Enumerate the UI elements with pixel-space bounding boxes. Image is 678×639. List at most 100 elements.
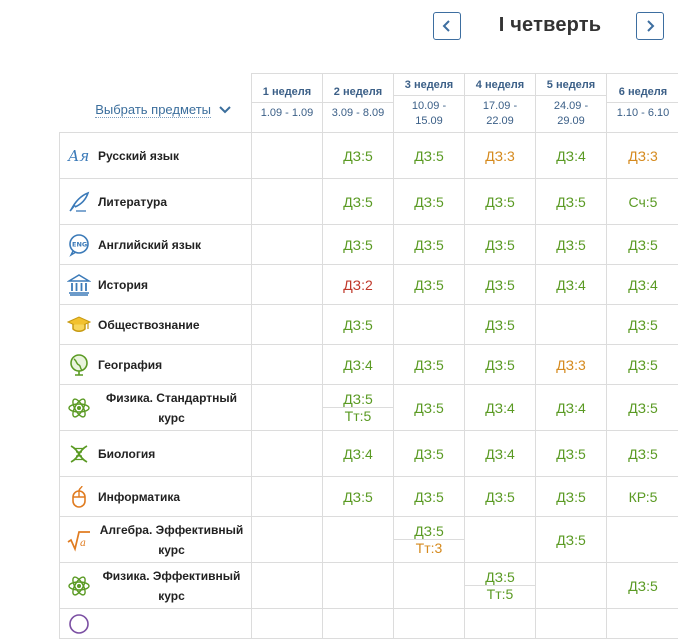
grade-mark[interactable]: ДЗ:5 [556, 532, 586, 548]
grade-cell: ДЗ:5 [607, 345, 678, 385]
empty-grade-cell [252, 517, 323, 563]
previous-term-button[interactable] [433, 12, 461, 40]
subject-cell[interactable]: Физика. Эффективный курс [60, 563, 252, 609]
grade-mark[interactable]: Сч:5 [629, 194, 658, 210]
grade-mark[interactable]: ДЗ:5 [485, 357, 515, 373]
grade-mark[interactable]: ДЗ:5 [414, 148, 444, 164]
grade-mark[interactable]: ДЗ:5 [414, 277, 444, 293]
grade-mark[interactable]: ДЗ:5 [343, 148, 373, 164]
grade-mark[interactable]: ДЗ:5 [628, 357, 658, 373]
grade-mark[interactable]: ДЗ:5 [628, 446, 658, 462]
grade-mark[interactable]: ДЗ:4 [556, 148, 586, 164]
subject-cell[interactable]: Физика. Стандартный курс [60, 385, 252, 431]
grade-mark[interactable]: ДЗ:5 [414, 400, 444, 416]
grade-mark[interactable]: ДЗ:3 [556, 357, 586, 373]
subject-cell[interactable]: География [60, 345, 252, 385]
subject-name: Биология [98, 444, 161, 464]
grade-mark[interactable]: ДЗ:5 [628, 237, 658, 253]
grade-mark[interactable]: ДЗ:5 [628, 400, 658, 416]
grade-mark[interactable]: ДЗ:5 [343, 489, 373, 505]
grade-mark[interactable]: ДЗ:5 [628, 317, 658, 333]
grade-mark[interactable]: ДЗ:4 [343, 357, 373, 373]
select-subjects-dropdown[interactable]: Выбрать предметы [95, 102, 231, 118]
grade-mark[interactable]: Тт:5 [345, 408, 372, 424]
empty-grade-cell [323, 517, 394, 563]
grade-mark[interactable]: ДЗ:4 [556, 277, 586, 293]
subject-cell[interactable]: История [60, 265, 252, 305]
grade-mark[interactable]: ДЗ:5 [414, 237, 444, 253]
empty-grade-cell [252, 477, 323, 517]
grade-mark[interactable]: ДЗ:5 [556, 489, 586, 505]
grade-cell: ДЗ:2 [323, 265, 394, 305]
grade-mark[interactable]: ДЗ:4 [343, 446, 373, 462]
atom-icon [60, 396, 98, 420]
grade-mark[interactable]: ДЗ:5 [556, 237, 586, 253]
grade-mark[interactable]: ДЗ:5 [414, 446, 444, 462]
grade-mark[interactable]: ДЗ:5 [414, 523, 444, 539]
subject-cell[interactable]: Биология [60, 431, 252, 477]
week-name: 1 неделя [252, 82, 322, 102]
subject-cell[interactable] [60, 609, 252, 639]
week-name: 6 неделя [607, 82, 678, 102]
grade-mark[interactable]: ДЗ:5 [485, 237, 515, 253]
grade-cell: ДЗ:4 [323, 431, 394, 477]
grade-mark[interactable]: Тт:3 [416, 540, 443, 556]
grade-cell: ДЗ:5 [394, 431, 465, 477]
grade-cell: ДЗ:5 [607, 563, 678, 609]
week-dates: 1.10 - 6.10 [611, 106, 675, 121]
empty-grade-cell [252, 385, 323, 431]
grade-mark[interactable]: Тт:5 [487, 586, 514, 602]
week-name: 5 неделя [536, 75, 606, 95]
grade-cell: ДЗ:4 [536, 133, 607, 179]
subject-cell[interactable]: Обществознание [60, 305, 252, 345]
grade-mark[interactable]: ДЗ:5 [343, 237, 373, 253]
week-dates: 24.09 - 29.09 [540, 99, 602, 129]
grade-mark[interactable]: ДЗ:2 [343, 277, 373, 293]
globe-icon [60, 353, 98, 377]
grade-mark[interactable]: ДЗ:5 [414, 194, 444, 210]
grade-mark[interactable]: ДЗ:5 [485, 569, 515, 585]
next-term-button[interactable] [636, 12, 664, 40]
empty-grade-cell [465, 517, 536, 563]
subject-row: Информатика ДЗ:5 ДЗ:5 ДЗ:5 ДЗ:5 КР:5 [60, 477, 678, 517]
grade-mark[interactable]: ДЗ:4 [485, 446, 515, 462]
grade-mark[interactable]: ДЗ:4 [628, 277, 658, 293]
grade-mark[interactable]: ДЗ:5 [556, 446, 586, 462]
grade-cell: ДЗ:5 [465, 179, 536, 225]
subject-cell[interactable]: Литература [60, 179, 252, 225]
grades-table: Выбрать предметы 1 неделя 1.09 - 1.09 2 нед… [59, 73, 678, 639]
chevron-down-icon [219, 104, 231, 116]
grade-cell: ДЗ:5 [394, 385, 465, 431]
grade-cell: ДЗ:5 [323, 225, 394, 265]
subject-name: Литература [98, 192, 173, 212]
grade-mark[interactable]: ДЗ:5 [343, 391, 373, 407]
grade-mark[interactable]: ДЗ:5 [485, 194, 515, 210]
subject-row: Обществознание ДЗ:5 ДЗ:5 ДЗ:5 [60, 305, 678, 345]
grade-mark[interactable]: ДЗ:5 [628, 578, 658, 594]
grade-mark[interactable]: ДЗ:5 [556, 194, 586, 210]
grade-mark[interactable]: ДЗ:5 [485, 489, 515, 505]
week-dates: 1.09 - 1.09 [256, 106, 318, 121]
grade-mark[interactable]: ДЗ:5 [485, 317, 515, 333]
grade-mark[interactable]: ДЗ:5 [343, 317, 373, 333]
grade-mark[interactable]: ДЗ:5 [343, 194, 373, 210]
svg-text:ENG: ENG [72, 240, 87, 248]
subject-cell[interactable]: Информатика [60, 477, 252, 517]
grade-mark[interactable]: ДЗ:3 [628, 148, 658, 164]
grade-cell: ДЗ:5 [536, 477, 607, 517]
grade-mark[interactable]: КР:5 [629, 489, 658, 505]
grade-mark[interactable]: ДЗ:5 [414, 357, 444, 373]
term-header: I четверть [0, 0, 678, 56]
grade-mark[interactable]: ДЗ:3 [485, 148, 515, 164]
grade-mark[interactable]: ДЗ:4 [556, 400, 586, 416]
term-title: I четверть [470, 14, 630, 37]
grade-mark[interactable]: ДЗ:5 [414, 489, 444, 505]
grade-mark[interactable]: ДЗ:5 [485, 277, 515, 293]
grade-mark[interactable]: ДЗ:4 [485, 400, 515, 416]
subject-name: Физика. Эффективный курс [98, 566, 251, 606]
